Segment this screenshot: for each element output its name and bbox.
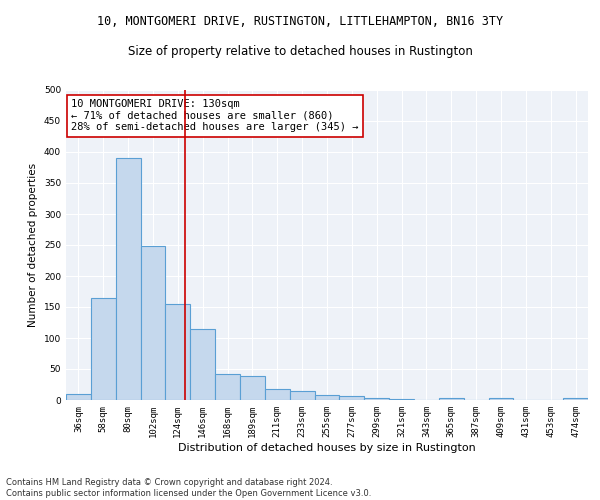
Bar — [389, 399, 414, 400]
Bar — [290, 392, 314, 400]
Bar — [488, 398, 514, 400]
Bar — [314, 395, 340, 400]
Bar — [190, 328, 215, 400]
Text: 10, MONTGOMERI DRIVE, RUSTINGTON, LITTLEHAMPTON, BN16 3TY: 10, MONTGOMERI DRIVE, RUSTINGTON, LITTLE… — [97, 15, 503, 28]
Y-axis label: Number of detached properties: Number of detached properties — [28, 163, 38, 327]
Text: Size of property relative to detached houses in Rustington: Size of property relative to detached ho… — [128, 45, 472, 58]
Bar — [240, 376, 265, 400]
Bar — [215, 374, 240, 400]
Bar — [340, 396, 364, 400]
Bar — [439, 398, 464, 400]
Bar — [140, 246, 166, 400]
Bar — [91, 298, 116, 400]
Text: 10 MONTGOMERI DRIVE: 130sqm
← 71% of detached houses are smaller (860)
28% of se: 10 MONTGOMERI DRIVE: 130sqm ← 71% of det… — [71, 100, 359, 132]
Bar — [116, 158, 140, 400]
Bar — [265, 390, 290, 400]
Bar — [563, 398, 588, 400]
Text: Contains HM Land Registry data © Crown copyright and database right 2024.
Contai: Contains HM Land Registry data © Crown c… — [6, 478, 371, 498]
Bar — [166, 304, 190, 400]
Bar — [364, 398, 389, 400]
Bar — [66, 394, 91, 400]
X-axis label: Distribution of detached houses by size in Rustington: Distribution of detached houses by size … — [178, 442, 476, 452]
